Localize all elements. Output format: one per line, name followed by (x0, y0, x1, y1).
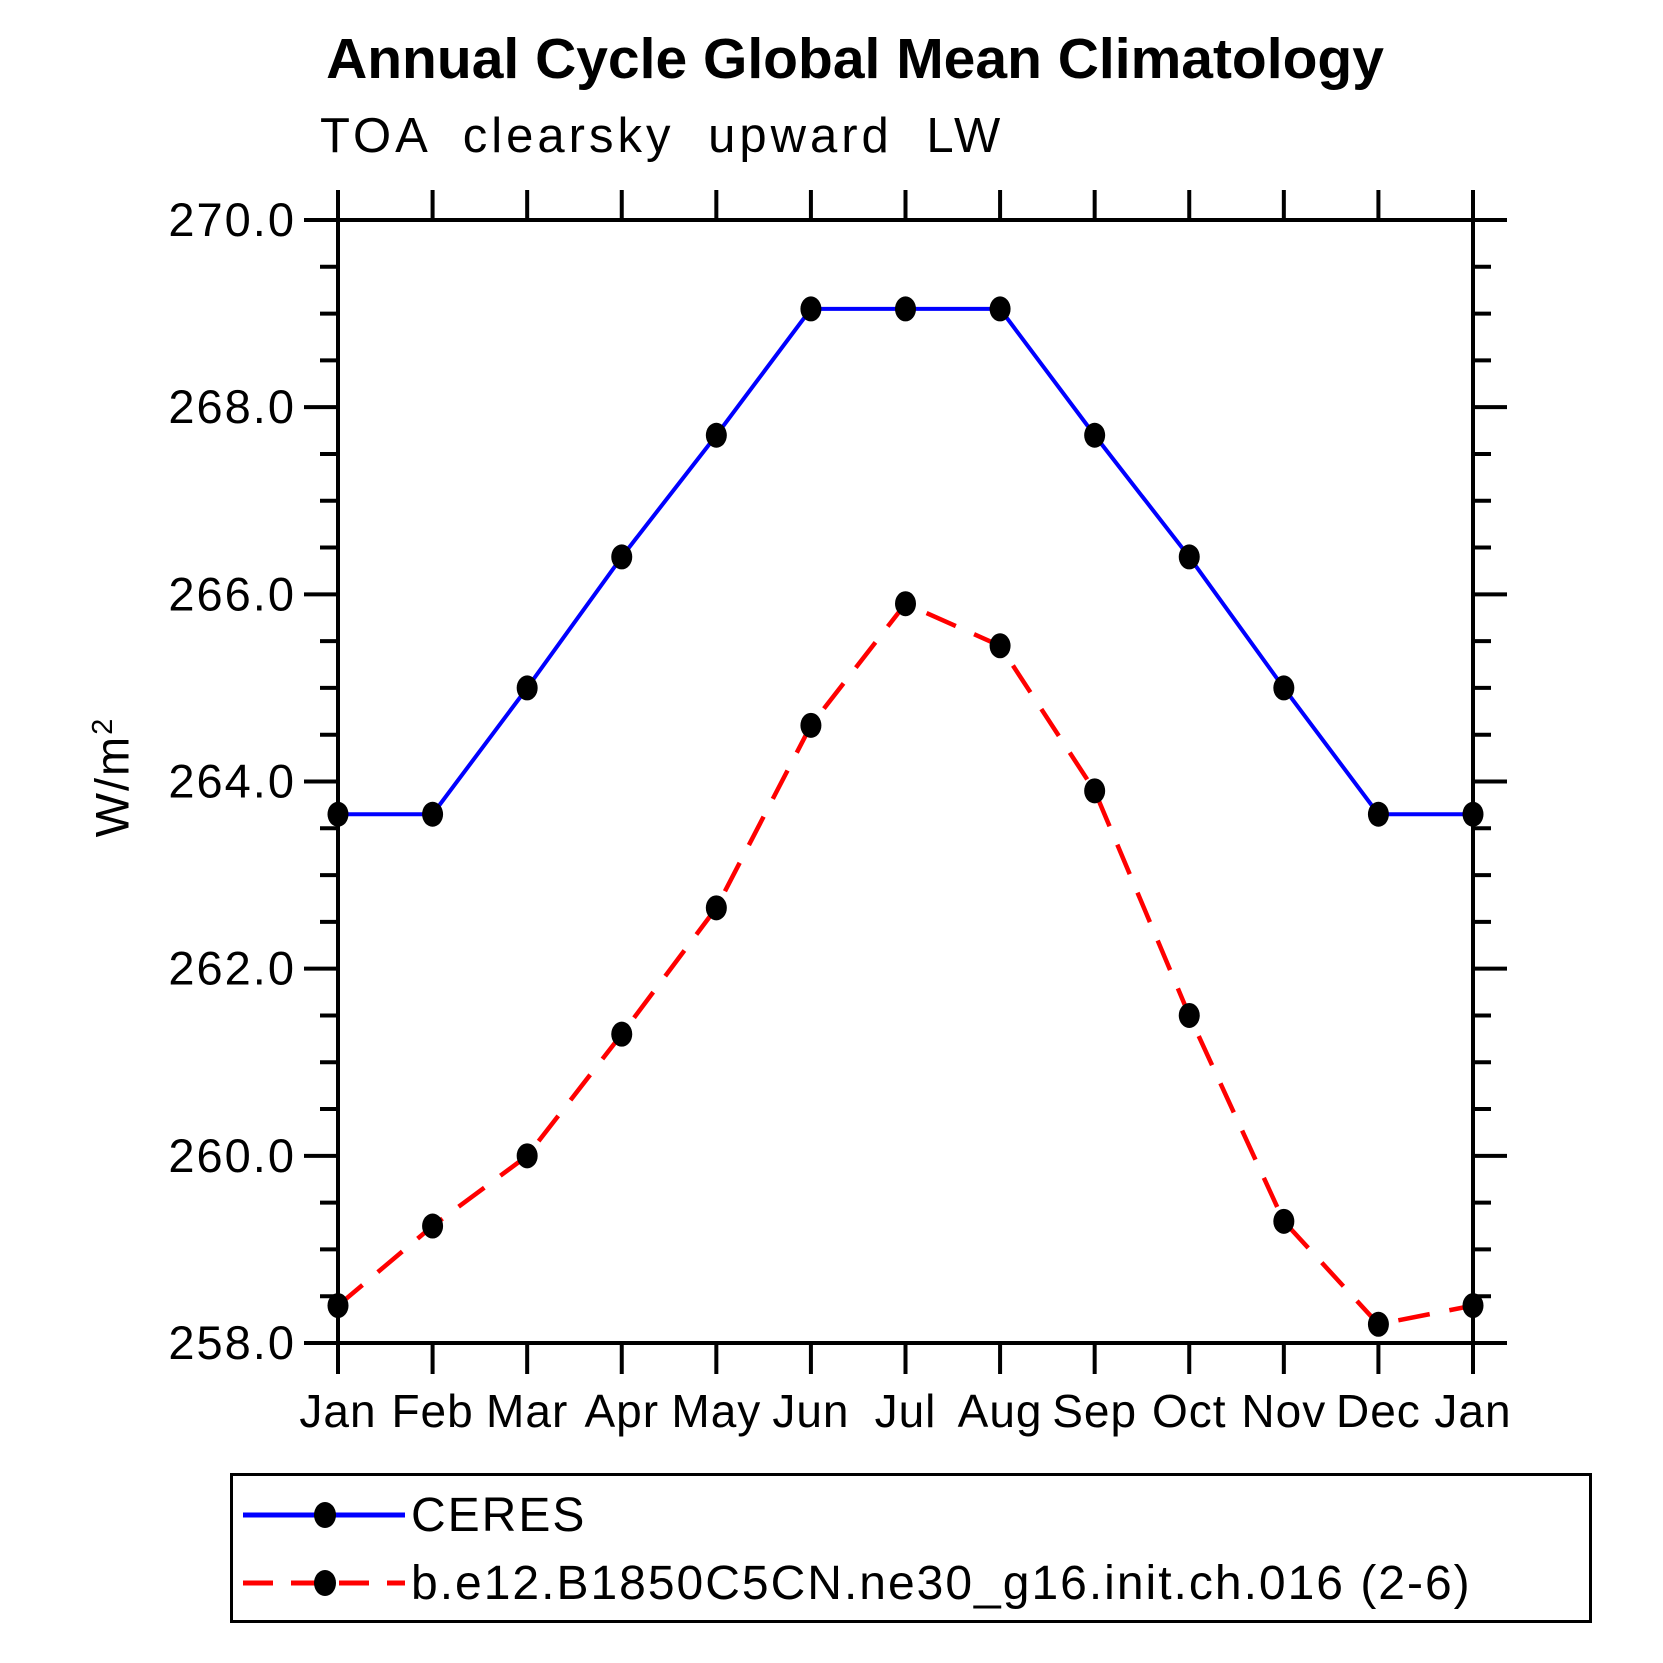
x-tick-label: Oct (1152, 1385, 1227, 1437)
data-point-series-0 (611, 544, 633, 570)
data-point-series-1 (705, 895, 727, 921)
x-tick-label: Feb (391, 1385, 473, 1437)
x-tick-label: Aug (958, 1385, 1043, 1437)
data-point-series-1 (1178, 1002, 1200, 1028)
data-point-series-0 (327, 801, 349, 827)
legend-line-sample-model (243, 1570, 405, 1596)
data-point-series-1 (1273, 1208, 1295, 1234)
legend: CERES b.e12.B1850C5CN.ne30_g16.init.ch.0… (230, 1473, 1592, 1623)
y-tick-label: 266.0 (168, 567, 296, 620)
legend-item-ceres: CERES (237, 1484, 586, 1546)
legend-label-model: b.e12.B1850C5CN.ne30_g16.init.ch.016 (2-… (411, 1556, 1472, 1610)
x-tick-label: Sep (1052, 1385, 1137, 1437)
y-tick-label: 262.0 (168, 942, 296, 995)
x-tick-label: Mar (486, 1385, 568, 1437)
legend-label-ceres: CERES (411, 1488, 587, 1542)
data-point-series-0 (895, 296, 916, 322)
data-point-series-0 (516, 675, 538, 701)
y-tick-label: 270.0 (168, 193, 296, 246)
legend-item-model: b.e12.B1850C5CN.ne30_g16.init.ch.016 (2-… (237, 1552, 1472, 1614)
x-tick-label: Jun (772, 1385, 849, 1437)
data-point-series-1 (800, 712, 822, 738)
data-point-series-0 (1273, 675, 1295, 701)
data-point-series-0 (989, 296, 1011, 322)
x-tick-label: Jan (299, 1385, 376, 1437)
data-point-series-0 (1462, 801, 1484, 827)
y-tick-label: 268.0 (168, 380, 296, 433)
data-point-series-1 (1367, 1311, 1389, 1337)
data-point-series-0 (705, 422, 727, 448)
data-point-series-1 (422, 1213, 444, 1239)
data-point-series-0 (422, 801, 444, 827)
x-tick-label: Apr (584, 1385, 659, 1437)
data-point-series-0 (1367, 801, 1389, 827)
data-point-series-1 (516, 1143, 538, 1169)
series-line-0 (338, 306, 1473, 817)
chart-title: Annual Cycle Global Mean Climatology (326, 27, 1384, 91)
data-point-series-1 (1462, 1293, 1484, 1319)
y-tick-label: 258.0 (168, 1316, 296, 1369)
x-tick-label: Jul (875, 1385, 937, 1437)
data-point-series-0 (800, 296, 822, 322)
x-tick-label: Nov (1241, 1385, 1326, 1437)
data-point-series-0 (1178, 544, 1200, 570)
x-tick-label: Dec (1336, 1385, 1421, 1437)
data-point-series-1 (1084, 778, 1106, 804)
x-tick-label: May (671, 1385, 761, 1437)
data-point-series-1 (327, 1293, 349, 1319)
data-point-series-1 (989, 633, 1011, 659)
data-point-series-1 (611, 1021, 633, 1047)
legend-line-sample-ceres (243, 1502, 405, 1528)
data-point-series-0 (1084, 422, 1106, 448)
chart-subtitle: TOA clearsky upward LW (320, 109, 1005, 163)
y-tick-label: 264.0 (168, 755, 296, 808)
data-point-series-1 (895, 591, 916, 617)
y-tick-label: 260.0 (168, 1129, 296, 1182)
axis-frame (336, 218, 1475, 1345)
x-tick-label: Jan (1434, 1385, 1511, 1437)
